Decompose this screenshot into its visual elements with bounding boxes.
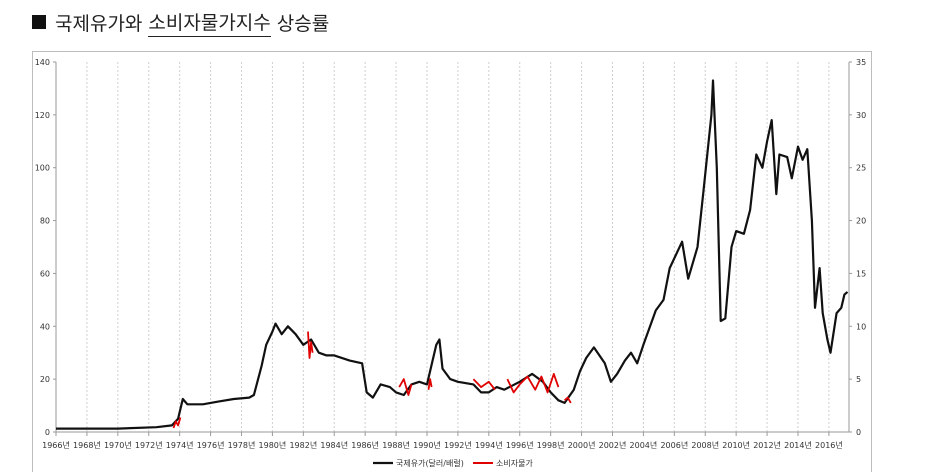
title-underlined: 소비자물가지수: [148, 8, 271, 37]
x-tick-label: 1976년: [197, 440, 225, 450]
x-tick-label: 1968년: [73, 440, 101, 450]
series-line-oil: [56, 79, 849, 430]
x-tick-label: 1966년: [42, 440, 70, 450]
y-left-tick-label: 60: [40, 269, 50, 278]
x-tick-label: 1996년: [506, 440, 534, 450]
y-left-tick-label: 80: [40, 217, 50, 226]
y-right-tick-label: 35: [856, 58, 866, 67]
y-left-tick-label: 40: [40, 322, 50, 331]
x-tick-label: 1990년: [413, 440, 441, 450]
legend-label-cpi: 소비자물가: [496, 459, 533, 468]
y-right-tick-label: 15: [856, 269, 866, 278]
x-tick-label: 1984년: [320, 440, 348, 450]
square-bullet-icon: [32, 15, 46, 29]
title-suffix: 상승률: [276, 12, 330, 35]
y-left-tick-label: 140: [35, 58, 50, 67]
y-right-tick-label: 30: [856, 111, 866, 120]
chart-frame: 1966년 1968년 1970년 1972년 1974년 1976년 1978년 1980년…: [32, 51, 872, 472]
x-tick-label: 2002년: [599, 440, 627, 450]
y-left-tick-label: 120: [35, 111, 50, 120]
y-right-tick-label: 10: [856, 322, 866, 331]
series-line-cpi: [427, 378, 433, 390]
x-tick-label: 1982년: [289, 440, 317, 450]
x-tick-label: 1970년: [104, 440, 132, 450]
series-line-cpi: [564, 396, 572, 404]
y-right-tick-label: 0: [856, 428, 861, 437]
x-tick-label: 1980년: [259, 440, 287, 450]
x-tick-label: 2012년: [753, 440, 781, 450]
series-line-cpi: [398, 378, 413, 396]
y-right-tick-label: 25: [856, 164, 866, 173]
x-tick-label: 2004년: [630, 440, 658, 450]
x-tick-label: 1998년: [537, 440, 565, 450]
y-left-tick-label: 100: [35, 164, 50, 173]
x-tick-label: 1974년: [166, 440, 194, 450]
x-tick-label: 1978년: [228, 440, 256, 450]
oil-cpi-chart: 1966년 1968년 1970년 1972년 1974년 1976년 1978년 1980년…: [35, 58, 866, 468]
y-left-tick-label: 0: [45, 428, 50, 437]
title-prefix: 국제유가와: [55, 12, 143, 35]
series-line-cpi: [172, 417, 182, 429]
series-line-cpi: [472, 378, 496, 391]
x-tick-label: 1986년: [351, 440, 379, 450]
x-tick-label: 1988년: [382, 440, 410, 450]
x-tick-label: 2010년: [722, 440, 750, 450]
series-line-cpi: [307, 331, 314, 359]
y-left-tick-label: 20: [40, 375, 50, 384]
x-tick-label: 1992년: [444, 440, 472, 450]
page-title: 국제유가와 소비자물가지수 상승률: [32, 8, 330, 37]
x-tick-label: 2008년: [691, 440, 719, 450]
x-tick-label: 1972년: [135, 440, 163, 450]
series-line-cpi: [506, 373, 560, 394]
x-tick-label: 2006년: [660, 440, 688, 450]
x-tick-label: 2016년: [815, 440, 843, 450]
x-tick-label: 1994년: [475, 440, 503, 450]
y-right-tick-label: 20: [856, 217, 866, 226]
legend-label-oil: 국제유가(달러/배럴): [396, 459, 464, 468]
x-tick-label: 2014년: [784, 440, 812, 450]
x-tick-label: 2000년: [568, 440, 596, 450]
y-right-tick-label: 5: [856, 375, 861, 384]
